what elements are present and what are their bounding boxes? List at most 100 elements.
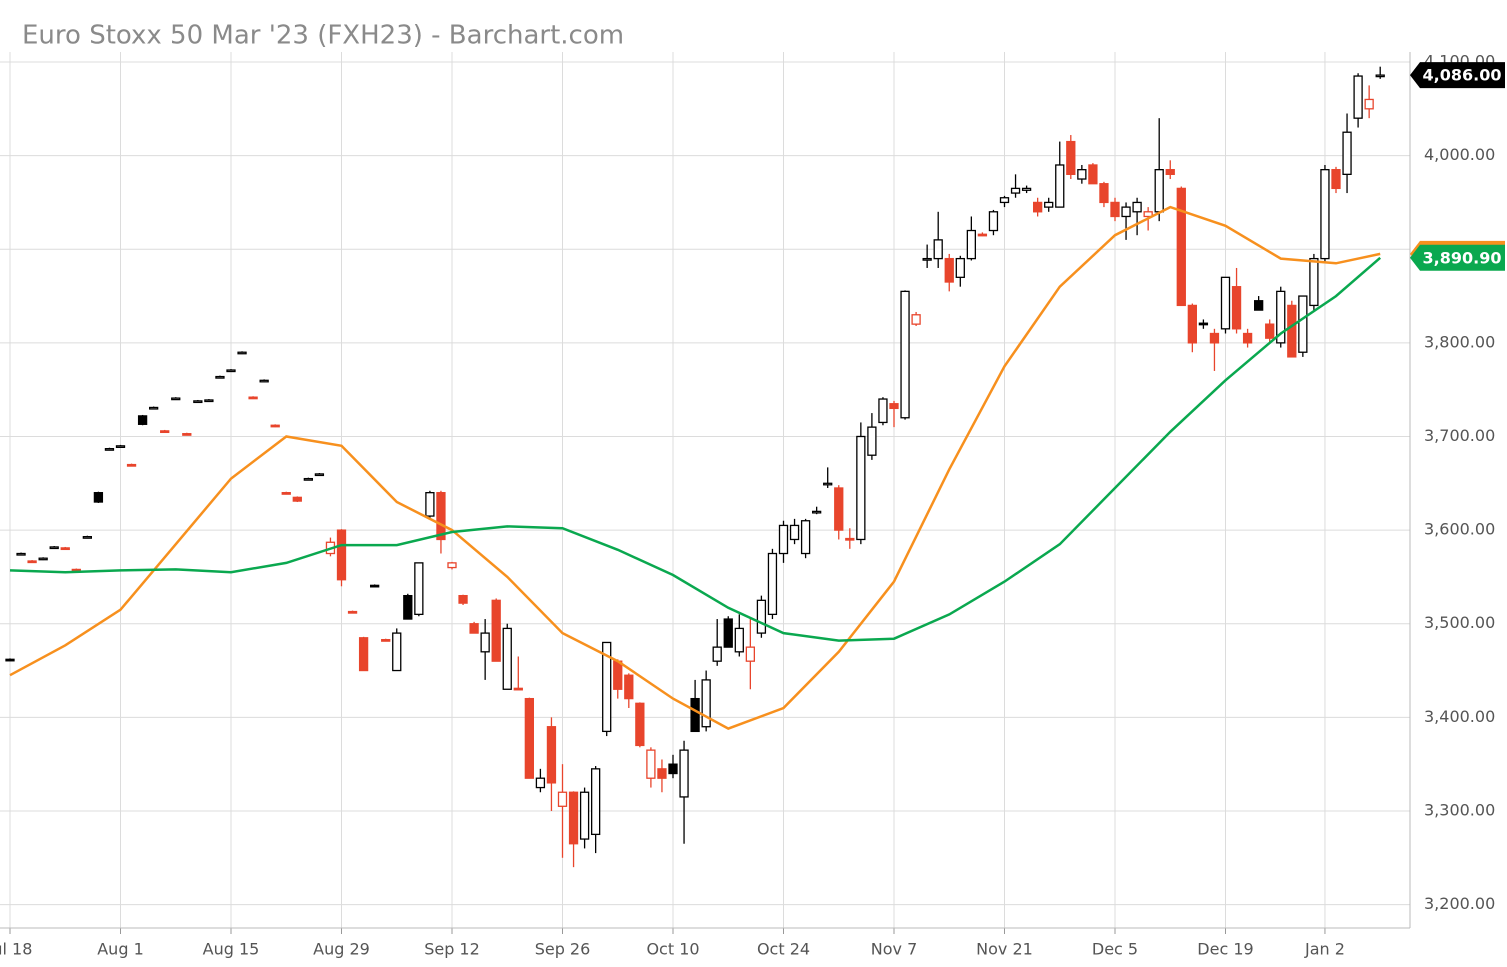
candle-body	[171, 397, 181, 401]
x-tick-label: Dec 19	[1197, 940, 1253, 959]
candle-body	[303, 477, 314, 481]
candle-body	[1121, 206, 1131, 218]
candle-body	[160, 430, 170, 434]
candle-body	[1254, 300, 1264, 311]
candle-body	[480, 632, 490, 653]
candle-body	[756, 599, 767, 634]
ma-end-label: 3,890.90	[1410, 244, 1505, 271]
y-tick-label: 3,200.00	[1424, 894, 1495, 913]
candle-body	[1176, 187, 1186, 307]
y-tick-label: 3,800.00	[1424, 332, 1495, 351]
candle-body	[767, 552, 778, 616]
candle-body	[977, 233, 988, 237]
candle-body	[789, 524, 800, 541]
candle-body	[999, 197, 1010, 204]
x-tick-label: Jan 2	[1304, 940, 1345, 959]
candle-body	[878, 398, 888, 424]
candle-body	[988, 211, 999, 232]
candle-body	[745, 646, 755, 662]
x-tick-label: Oct 24	[757, 940, 810, 959]
candle-body	[16, 552, 26, 556]
x-tick-label: Oct 10	[646, 940, 699, 959]
candle-body	[778, 524, 789, 555]
candle-body	[447, 562, 457, 569]
candle-body	[347, 610, 358, 614]
candle-body	[1364, 98, 1374, 110]
last-price-label-box	[1410, 62, 1505, 89]
candle-body	[126, 463, 137, 467]
candle-body	[1132, 201, 1142, 213]
candle-body	[115, 445, 126, 448]
candle-body	[1331, 169, 1341, 190]
x-tick-label: Jul 18	[0, 940, 32, 959]
candle-body	[1320, 169, 1330, 260]
candle-body	[491, 599, 501, 662]
candle-body	[204, 399, 214, 403]
x-tick-label: Sep 26	[535, 940, 591, 959]
candle-body	[1110, 201, 1120, 218]
candle-body	[270, 424, 280, 428]
candle-body	[403, 594, 413, 620]
candle-body	[800, 520, 811, 555]
candle-body	[1021, 187, 1032, 191]
candle-body	[966, 229, 976, 260]
candle-body	[1309, 257, 1319, 307]
candle-body	[734, 627, 744, 653]
candle-body	[148, 406, 159, 410]
candle-body	[314, 473, 325, 477]
x-tick-label: Aug 29	[313, 940, 370, 959]
candle-body	[1187, 304, 1197, 344]
candle-body	[1033, 201, 1043, 213]
candle-body	[723, 618, 733, 648]
candle-body	[635, 702, 645, 747]
grid	[0, 52, 1410, 928]
ma-end-label-box	[1410, 244, 1505, 271]
candle-body	[602, 641, 612, 733]
candle-body	[557, 791, 568, 807]
x-tick-label: Sep 12	[424, 940, 480, 959]
candle-body	[955, 257, 965, 278]
y-tick-label: 3,600.00	[1424, 520, 1495, 539]
candle-body	[668, 763, 678, 775]
candle-body	[657, 768, 667, 779]
candle-body	[392, 632, 402, 672]
candle-body	[856, 435, 866, 541]
candle-body	[425, 492, 435, 517]
candle-body	[226, 369, 236, 373]
ma-end-label-text: 3,890.90	[1423, 248, 1502, 267]
candle-body	[524, 697, 534, 779]
candle-body	[889, 403, 899, 410]
x-tick-label: Nov 7	[871, 940, 918, 959]
candle-body	[369, 584, 380, 588]
candle-body	[1220, 276, 1231, 330]
candle-body	[137, 415, 148, 425]
candle-body	[381, 638, 391, 642]
y-tick-label: 3,300.00	[1424, 800, 1495, 819]
candle-body	[646, 749, 656, 779]
candle-body	[690, 697, 700, 733]
candle-body	[546, 726, 557, 784]
candle-body	[358, 637, 369, 672]
candle-body	[1154, 169, 1164, 213]
candle-body	[1276, 290, 1286, 344]
candle-body	[944, 257, 954, 283]
candle-body	[27, 560, 37, 564]
candle-body	[911, 314, 921, 325]
candle-body	[1143, 211, 1153, 218]
candle-body	[414, 562, 424, 616]
chart-title: Euro Stoxx 50 Mar '23 (FXH23) - Barchart…	[22, 21, 624, 51]
candle-body	[845, 537, 855, 541]
candle-body	[458, 594, 468, 604]
candle-body	[502, 627, 512, 690]
candle-body	[38, 557, 48, 561]
y-tick-label: 3,500.00	[1424, 613, 1495, 632]
candle-body	[701, 679, 711, 728]
candle-body	[933, 239, 943, 260]
y-tick-label: 3,700.00	[1424, 426, 1495, 445]
candle-body	[1265, 323, 1275, 339]
candle-body	[1375, 74, 1385, 78]
candle-body	[513, 687, 523, 691]
candle-body	[1298, 295, 1308, 353]
